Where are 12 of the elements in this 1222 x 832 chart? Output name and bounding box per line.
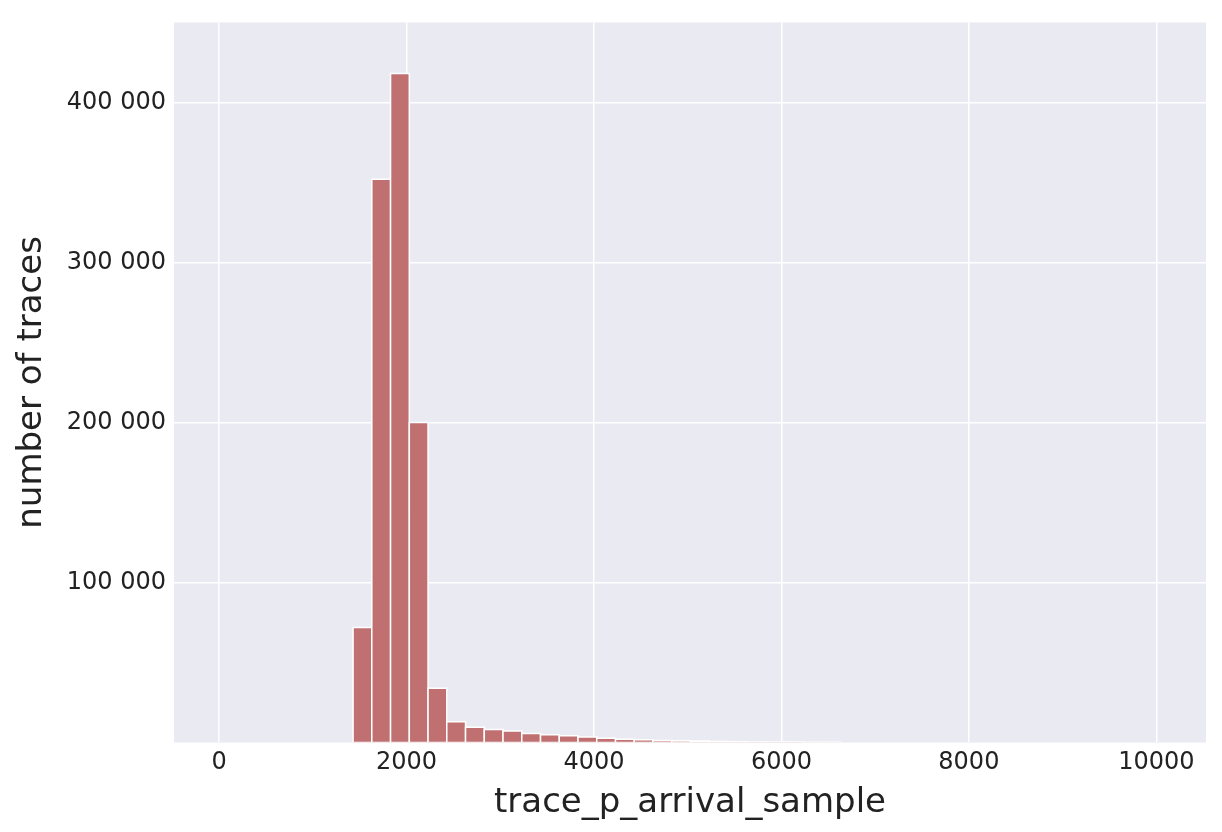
x-tick-label: 6000: [750, 747, 812, 776]
y-axis-title: number of traces: [9, 236, 50, 529]
x-tick-label: 10000: [1118, 747, 1195, 776]
y-tick-label: 400 000: [66, 86, 167, 115]
x-tick-label: 0: [211, 747, 227, 776]
y-tick-label: 300 000: [66, 246, 167, 275]
y-tick-label: 200 000: [66, 406, 167, 435]
x-tick-label: 4000: [563, 747, 625, 776]
x-tick-label: 2000: [375, 747, 438, 776]
y-tick-label: 100 000: [66, 566, 167, 595]
x-axis-title: trace_p_arrival_sample: [494, 780, 887, 821]
x-tick-label: 8000: [938, 747, 1000, 776]
